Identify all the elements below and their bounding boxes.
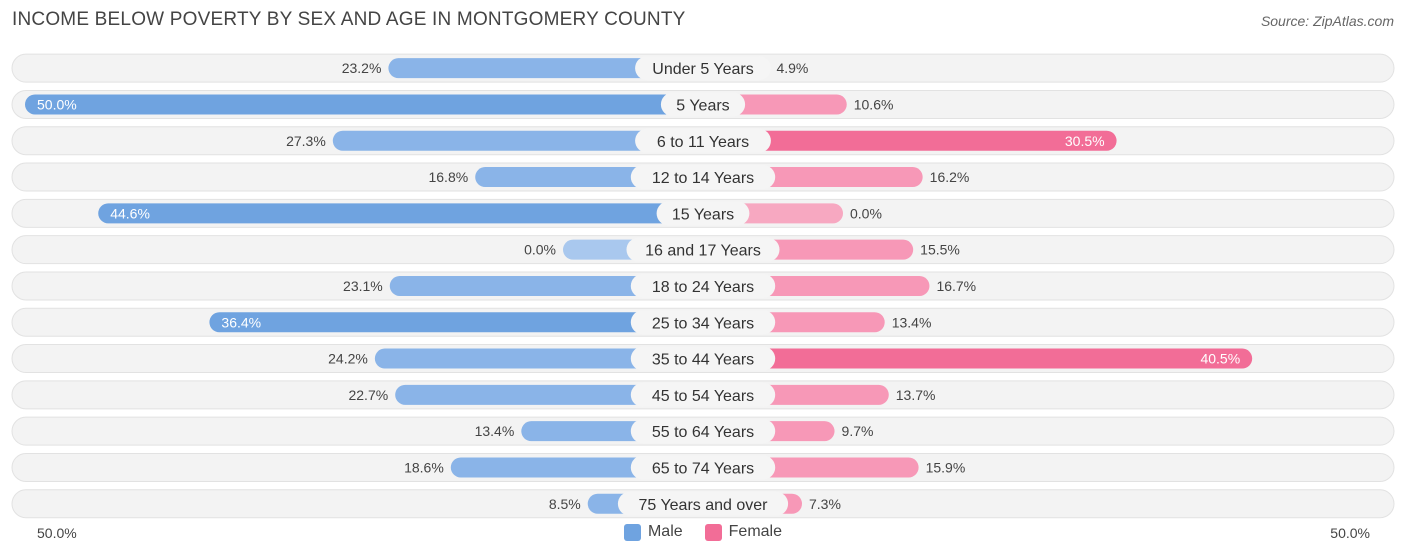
chart-svg: 23.2% 4.9% Under 5 Years 50.0% 10.6% 5 Years 2… (11, 53, 1395, 519)
axis-left-label: 50.0% (37, 525, 77, 541)
bar-male (98, 203, 703, 224)
category-label-bg (630, 346, 776, 371)
category-label: 55 to 64 Years (652, 424, 754, 441)
category-label: 18 to 24 Years (652, 279, 754, 296)
bar-male (374, 348, 703, 369)
category-label-bg (630, 310, 776, 335)
category-label-bg (617, 491, 789, 516)
legend-swatch-female (704, 523, 722, 541)
data-label-female: 4.9% (776, 60, 808, 76)
category-label-bg (660, 92, 746, 117)
category-label-bg (630, 455, 776, 480)
data-label-male: 16.8% (428, 169, 468, 185)
category-label-bg (626, 237, 780, 262)
category-label: 16 and 17 Years (645, 243, 761, 260)
data-label-female: 13.7% (896, 387, 936, 403)
data-label-female: 13.4% (892, 314, 932, 330)
legend-label-female: Female (728, 523, 783, 540)
category-label: 65 to 74 Years (652, 460, 754, 477)
category-label-bg (630, 273, 776, 298)
category-label: Under 5 Years (652, 61, 753, 78)
data-label-male: 27.3% (286, 133, 326, 149)
data-label-female: 7.3% (809, 496, 841, 512)
category-label-bg (635, 128, 771, 153)
category-label: 5 Years (676, 97, 729, 114)
chart-title: INCOME BELOW POVERTY BY SEX AND AGE IN M… (12, 9, 686, 30)
data-label-female: 16.7% (936, 278, 976, 294)
legend-swatch-male (623, 523, 641, 541)
data-label-male: 22.7% (348, 387, 388, 403)
data-label-male: 36.4% (221, 314, 261, 330)
data-label-female: 15.5% (920, 242, 960, 258)
data-label-male: 44.6% (110, 205, 150, 221)
data-label-male: 18.6% (404, 459, 444, 475)
data-label-male: 13.4% (475, 423, 515, 439)
data-label-male: 8.5% (549, 496, 581, 512)
data-label-female: 40.5% (1200, 351, 1240, 367)
category-label-bg (630, 419, 776, 444)
category-label: 75 Years and over (639, 497, 769, 514)
data-label-male: 23.2% (342, 60, 382, 76)
bar-female (703, 348, 1253, 369)
bar-male (332, 130, 703, 151)
bar-male (389, 275, 703, 296)
data-label-female: 9.7% (842, 423, 874, 439)
legend-item-female: Female (704, 523, 783, 541)
bar-male (388, 58, 703, 79)
data-label-male: 50.0% (37, 96, 77, 112)
data-label-female: 10.6% (854, 96, 894, 112)
category-label: 6 to 11 Years (657, 134, 749, 151)
category-label-bg (635, 56, 771, 81)
category-label: 25 to 34 Years (652, 315, 754, 332)
bar-male (25, 94, 703, 115)
bar-male (395, 384, 703, 405)
legend-item-male: Male (623, 523, 683, 541)
data-label-female: 30.5% (1065, 133, 1105, 149)
legend-label-male: Male (647, 523, 683, 540)
bar-male (209, 312, 703, 333)
data-label-male: 24.2% (328, 351, 368, 367)
category-label: 35 to 44 Years (652, 352, 754, 369)
data-label-male: 23.1% (343, 278, 383, 294)
legend: Male Female (0, 523, 1406, 541)
category-label-bg (630, 382, 776, 407)
axis-right-label: 50.0% (1330, 525, 1370, 541)
data-label-female: 0.0% (850, 205, 882, 221)
source-label: Source: ZipAtlas.com (1260, 13, 1394, 29)
data-label-male: 0.0% (524, 242, 556, 258)
category-label: 45 to 54 Years (652, 388, 754, 405)
category-label: 15 Years (672, 206, 734, 223)
data-label-female: 16.2% (930, 169, 970, 185)
data-label-female: 15.9% (926, 459, 966, 475)
category-label: 12 to 14 Years (652, 170, 754, 187)
category-label-bg (656, 201, 750, 226)
bar-female (703, 130, 1117, 151)
category-label-bg (630, 165, 776, 190)
